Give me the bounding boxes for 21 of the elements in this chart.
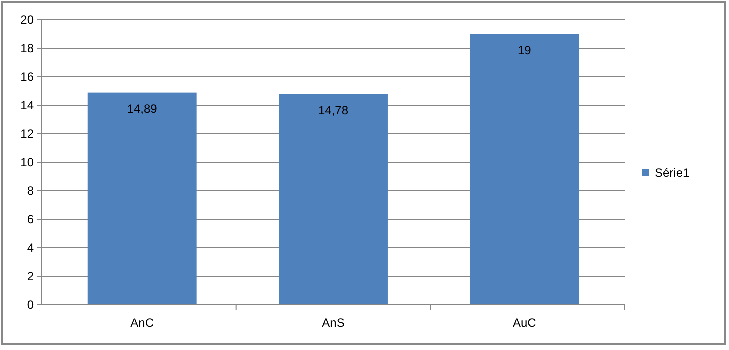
y-tick-label: 6 [27,212,34,226]
y-tick-label: 10 [20,156,34,170]
bar [279,94,388,305]
data-label: 14,78 [318,103,349,118]
y-tick-label: 2 [27,270,34,284]
y-tick-label: 4 [27,241,34,255]
x-tick-label: AnC [130,316,154,330]
x-tick-label: AnS [322,316,345,330]
legend-label: Série1 [655,166,690,180]
bar [88,92,197,305]
y-tick-label: 8 [27,184,34,198]
data-label: 19 [518,43,532,58]
data-label: 14,89 [127,102,158,116]
y-tick-label: 20 [20,13,34,27]
y-tick-label: 0 [27,298,34,312]
y-tick-label: 14 [20,98,34,112]
y-tick-label: 12 [20,127,34,141]
y-tick-label: 18 [20,42,34,56]
x-tick-label: AuC [512,316,537,330]
y-tick-label: 16 [20,70,34,84]
bar [470,34,580,305]
